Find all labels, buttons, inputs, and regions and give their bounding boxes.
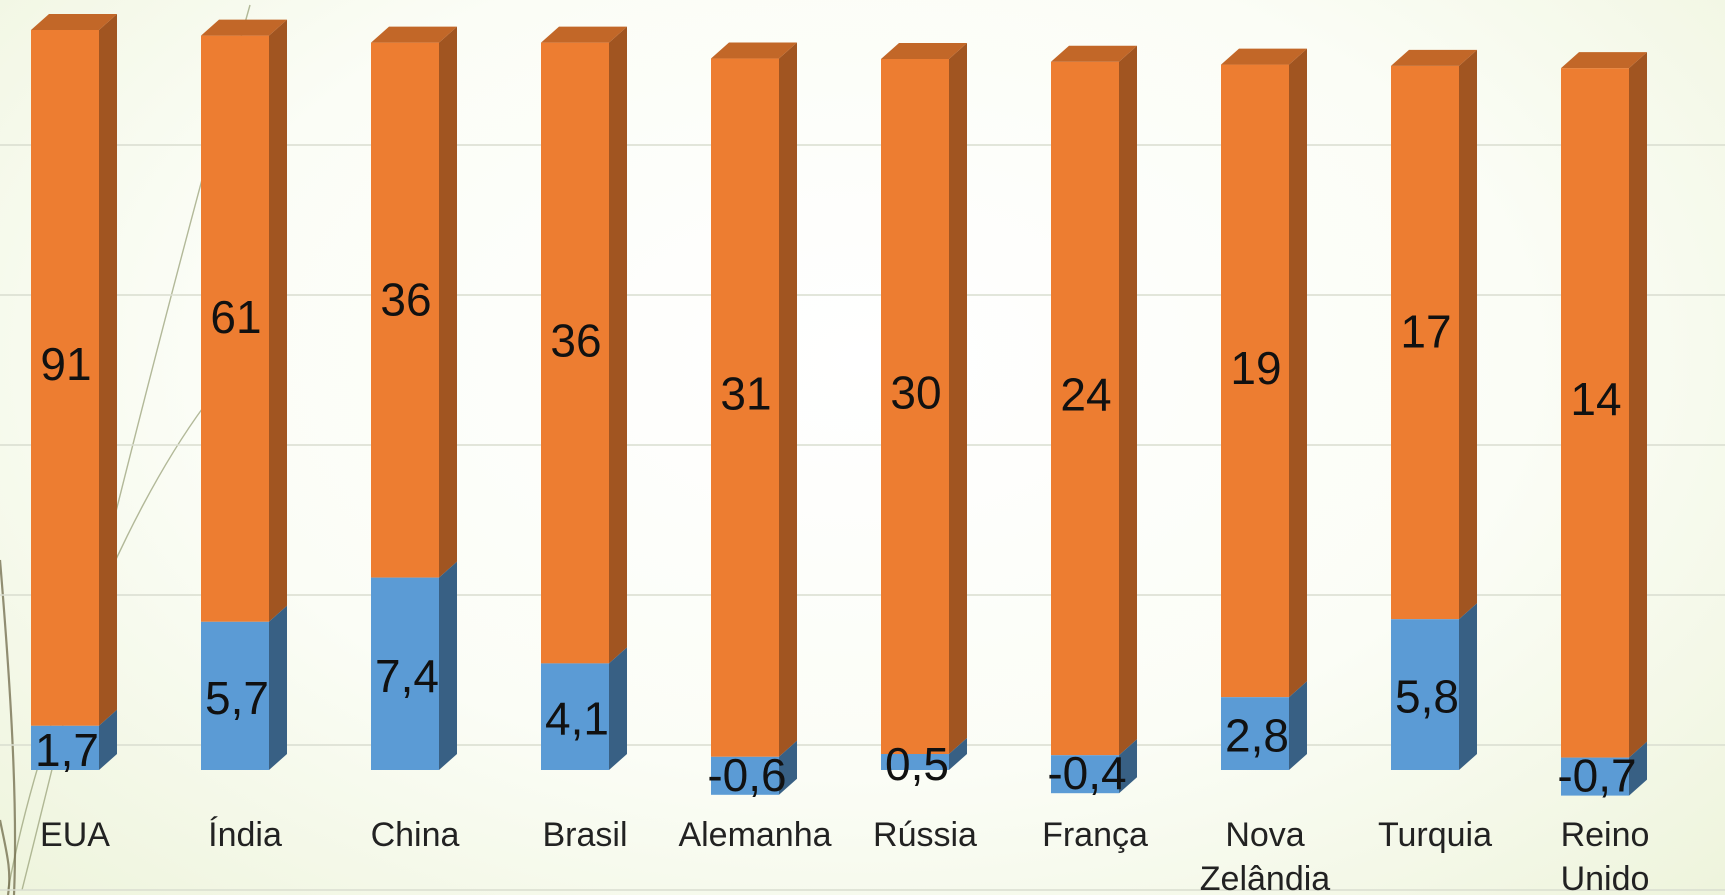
bar-blue-side bbox=[99, 709, 117, 770]
bar-blue-nova-zelandia bbox=[1221, 697, 1289, 770]
bar-blue-india bbox=[201, 621, 269, 770]
bar-blue-side bbox=[779, 740, 797, 795]
x-tick-label: Rússia bbox=[873, 816, 977, 854]
bar-orange-side bbox=[269, 19, 287, 622]
bar-group-russia: 300,5 bbox=[881, 42, 967, 790]
data-label-orange: 91 bbox=[40, 338, 91, 390]
x-tick-label: EUA bbox=[40, 816, 110, 854]
bar-orange-china bbox=[371, 42, 439, 578]
data-label-orange: 31 bbox=[720, 368, 771, 420]
bar-orange-top bbox=[881, 42, 967, 59]
bar-orange-side bbox=[779, 42, 797, 757]
data-label-blue: 5,8 bbox=[1395, 671, 1459, 723]
x-tick-label: Índia bbox=[208, 816, 282, 854]
data-label-blue: 5,7 bbox=[205, 672, 269, 724]
data-label-blue: 0,5 bbox=[885, 738, 949, 790]
bar-orange-india bbox=[201, 35, 269, 622]
bar-group-nova-zelandia: 192,8 bbox=[1221, 48, 1307, 770]
bar-orange-top bbox=[541, 26, 627, 43]
x-tick-label: Alemanha bbox=[678, 816, 831, 854]
data-label-blue: -0,4 bbox=[1047, 747, 1126, 799]
data-label-orange: 14 bbox=[1570, 373, 1621, 425]
data-label-blue: 4,1 bbox=[545, 693, 609, 745]
bar-orange-top bbox=[201, 19, 287, 36]
data-label-orange: 17 bbox=[1400, 305, 1451, 357]
bar-orange-side bbox=[1119, 45, 1137, 756]
x-tick-label: Nova bbox=[1225, 816, 1304, 854]
x-tick-label: Brasil bbox=[542, 816, 627, 854]
bar-orange-brasil bbox=[541, 42, 609, 664]
bar-orange-side bbox=[439, 26, 457, 578]
bar-blue-side bbox=[609, 647, 627, 770]
data-label-orange: 36 bbox=[550, 315, 601, 367]
bar-group-turquia: 175,8 bbox=[1391, 49, 1477, 770]
bar-orange-top bbox=[1391, 49, 1477, 66]
x-axis-labels: EUA Índia China Brasil Alemanha Rússia França N… bbox=[40, 816, 1649, 895]
bar-orange-top bbox=[1051, 45, 1137, 62]
bar-group-alemanha: 31 -0,6 bbox=[707, 42, 797, 801]
bar-group-franca: 24 -0,4 bbox=[1047, 45, 1137, 799]
data-label-orange: 19 bbox=[1230, 342, 1281, 394]
x-tick-label: China bbox=[371, 816, 460, 854]
bar-orange-side bbox=[1459, 49, 1477, 620]
data-label-blue: 2,8 bbox=[1225, 710, 1289, 762]
bar-orange-side bbox=[949, 42, 967, 754]
bar-orange-side bbox=[99, 14, 117, 726]
bar-orange-side bbox=[1629, 52, 1647, 758]
data-label-blue: 1,7 bbox=[35, 724, 99, 776]
decorative-stroke bbox=[0, 559, 17, 895]
bar-blue-reino-unido bbox=[1561, 757, 1629, 796]
bar-group-china: 367,4 bbox=[371, 26, 457, 770]
bar-orange-nova-zelandia bbox=[1221, 64, 1289, 698]
bar-orange-reino-unido bbox=[1561, 68, 1629, 758]
bar-orange-top bbox=[31, 14, 117, 30]
bar-blue-china bbox=[371, 577, 439, 770]
bar-group-eua: 911,7 bbox=[31, 14, 117, 776]
bar-blue-turquia bbox=[1391, 619, 1459, 770]
bar-orange-eua bbox=[31, 30, 99, 726]
bar-orange-russia bbox=[881, 58, 949, 754]
bar-orange-alemanha bbox=[711, 58, 779, 757]
bar-blue-eua bbox=[31, 725, 99, 770]
bar-orange-franca bbox=[1051, 61, 1119, 756]
x-tick-label: Turquia bbox=[1378, 816, 1492, 854]
x-tick-label: Zelândia bbox=[1200, 860, 1331, 895]
bar-blue-side bbox=[269, 605, 287, 770]
bar-group-india: 615,7 bbox=[201, 19, 287, 770]
data-label-orange: 36 bbox=[380, 273, 431, 325]
data-label-orange: 30 bbox=[890, 367, 941, 419]
bar-group-brasil: 364,1 bbox=[541, 26, 627, 770]
bar-orange-top bbox=[371, 26, 457, 43]
bar-orange-turquia bbox=[1391, 65, 1459, 620]
bar-blue-franca bbox=[1051, 755, 1119, 794]
data-label-blue: 7,4 bbox=[375, 650, 439, 702]
bar-orange-side bbox=[1289, 48, 1307, 698]
data-label-orange: 24 bbox=[1060, 369, 1111, 421]
bar-blue-side bbox=[439, 561, 457, 770]
bar-orange-top bbox=[1221, 48, 1307, 65]
data-label-blue: -0,6 bbox=[707, 749, 786, 801]
bar-orange-top bbox=[711, 42, 797, 59]
data-label-orange: 61 bbox=[210, 291, 261, 343]
bar-blue-side bbox=[949, 738, 967, 770]
bar-blue-side bbox=[1289, 681, 1307, 770]
bar-group-reino-unido: 14 -0,7 bbox=[1557, 52, 1647, 802]
bar-blue-brasil bbox=[541, 663, 609, 770]
x-tick-label: França bbox=[1042, 816, 1148, 854]
bar-blue-russia bbox=[881, 754, 949, 770]
bar-blue-alemanha bbox=[711, 756, 779, 795]
bars-group: 911,7615,7367,4364,131-0,6300,524-0,4192… bbox=[31, 14, 1647, 802]
bar-blue-side bbox=[1119, 739, 1137, 794]
data-label-blue: -0,7 bbox=[1557, 750, 1636, 802]
x-tick-label: Reino bbox=[1561, 816, 1650, 854]
bar-blue-side bbox=[1459, 603, 1477, 770]
bar-orange-side bbox=[609, 26, 627, 664]
x-tick-label: Unido bbox=[1561, 860, 1650, 895]
decorative-stroke bbox=[0, 819, 11, 895]
bar-blue-side bbox=[1629, 741, 1647, 796]
bar-orange-top bbox=[1561, 52, 1647, 69]
